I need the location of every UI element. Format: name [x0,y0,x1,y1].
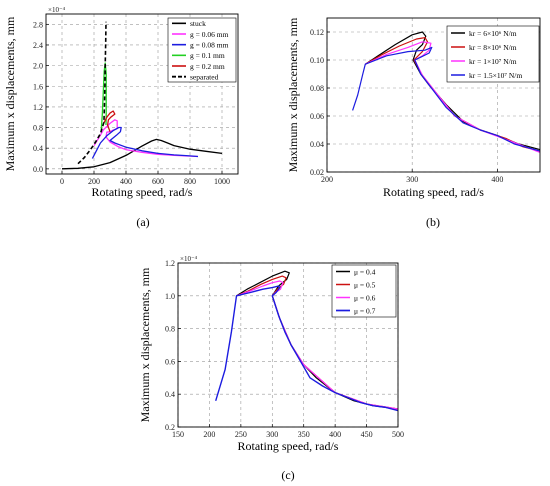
x-tick-label: 200 [321,175,333,184]
y-tick-label: 1.2 [165,259,175,268]
legend-entry: kr = 6×10⁶ N/m [469,29,517,38]
y-tick-label: 0.10 [310,56,324,65]
y-tick-label: 0.02 [310,168,324,177]
series-line-3 [91,126,199,159]
series-line-5 [103,110,116,132]
y-tick-label: 1.6 [33,82,43,91]
y-tick-label: 0.6 [165,357,175,366]
legend: stuck g = 0.06 mmg = 0.08 mm g = 0.1 mm g =… [167,17,237,83]
legend-entry: g = 0.1 mm [190,51,225,60]
y-axis-label: Maximum x displacements, mm [3,16,17,171]
y-tick-label: 0.8 [33,124,43,133]
y-tick-label: 2.0 [33,62,43,71]
chart-panel-2: 200 300 400 0.02 0.04 0.06 0.08 0.10 0.12 Rotatin… [286,17,541,229]
legend: μ = 0.4 μ = 0.5 μ = 0.6 μ = 0.7 [331,264,397,318]
panel-label: (c) [281,468,294,482]
x-tick-label: 200 [88,177,100,186]
plot-frame [45,13,239,175]
series-group [215,270,398,412]
y-tick-label: 0.4 [165,390,175,399]
y-multiplier-label: ×10⁻⁴ [180,255,198,263]
y-tick-label: 0.12 [310,28,324,37]
y-tick-label: 1.2 [33,103,43,112]
x-tick-label: 250 [235,430,247,439]
y-tick-label: 0.04 [310,140,324,149]
legend-entry: stuck [190,19,206,28]
series-line-1 [61,138,223,170]
x-tick-label: 0 [60,177,64,186]
x-tick-label: 400 [491,175,503,184]
x-axis-label: Rotating speed, rad/s [383,185,484,199]
y-tick-label: 1.0 [165,292,175,301]
legend-entry: μ = 0.4 [354,267,376,276]
series-group [352,31,540,153]
legend-entry: g = 0.06 mm [190,30,229,39]
legend-entry: g = 0.08 mm [190,40,229,49]
x-tick-label: 150 [172,430,184,439]
series-line-4 [215,285,398,412]
x-tick-label: 450 [361,430,373,439]
y-multiplier-label: ×10⁻⁴ [48,6,66,14]
x-tick-label: 200 [203,430,215,439]
y-tick-label: 0.0 [33,165,43,174]
legend-entry: μ = 0.7 [354,306,376,315]
legend: kr = 6×10⁶ N/m kr = 8×10⁶ N/m kr = 1×10⁷ N… [446,25,540,83]
x-axis-label: Rotating speed, rad/s [238,439,339,453]
y-axis-label: Maximum x displacements, mm [286,17,300,172]
x-tick-label: 800 [184,177,196,186]
y-tick-label: 2.8 [33,20,43,29]
legend-entry: μ = 0.5 [354,280,376,289]
chart-panel-1: 0 200 400 600 800 1000 0.0 0.4 0.8 1.2 1.6 2.0 2.4 2.… [3,6,239,229]
legend-box [167,17,237,83]
y-tick-label: 0.08 [310,84,324,93]
x-tick-label: 400 [329,430,341,439]
x-tick-label: 300 [266,430,278,439]
y-tick-label: 2.4 [33,41,43,50]
x-tick-label: 500 [392,430,404,439]
x-tick-label: 1000 [214,177,230,186]
series-group [61,21,223,170]
y-axis-label: Maximum x displacements, mm [138,267,152,422]
legend-box [331,264,397,318]
y-tick-label: 0.4 [33,144,43,153]
panel-label: (b) [426,215,440,229]
x-tick-label: 300 [406,175,418,184]
plot-frame [177,262,399,428]
legend-entry: g = 0.2 mm [190,62,225,71]
x-axis-label: Rotating speed, rad/s [92,185,193,199]
series-line-6 [77,21,107,165]
series-line-2 [93,119,199,158]
y-tick-label: 0.2 [165,423,175,432]
legend-entry: kr = 1×10⁷ N/m [469,57,517,66]
chart-panel-3: 150 200 250 300 350 400 450 500 0.2 0.4 0.6 0.8 1.0 1… [138,255,404,482]
x-tick-label: 350 [298,430,310,439]
legend-entry: kr = 1.5×10⁷ N/m [469,71,522,80]
y-tick-label: 0.06 [310,112,324,121]
legend-entry: kr = 8×10⁶ N/m [469,43,517,52]
x-tick-label: 600 [152,177,164,186]
legend-entry: separated [190,72,219,81]
x-tick-label: 400 [120,177,132,186]
plot-frame [326,17,541,173]
panel-label: (a) [136,215,149,229]
series-line-4 [352,46,540,152]
legend-box [446,25,540,83]
y-tick-label: 0.8 [165,325,175,334]
legend-entry: μ = 0.6 [354,293,376,302]
